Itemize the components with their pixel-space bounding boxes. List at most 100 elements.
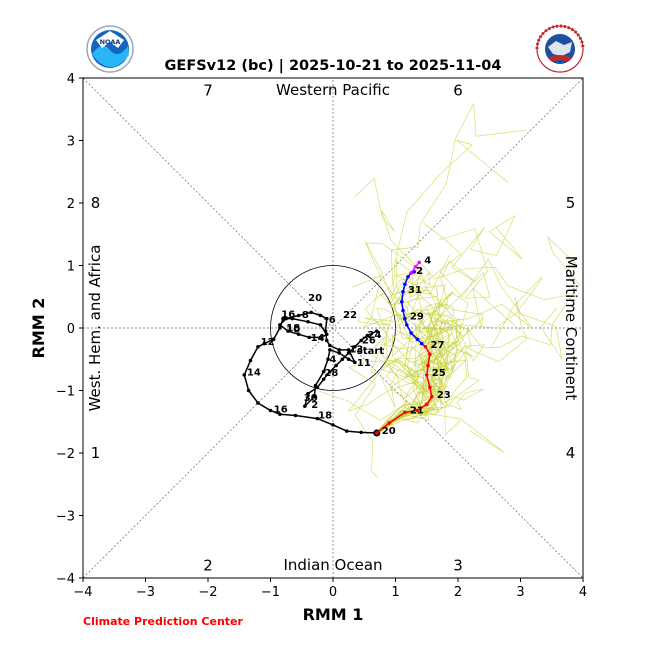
forecast-day-label: 27	[431, 340, 445, 351]
forecast-week1-line-point	[423, 344, 428, 349]
ensemble-member-line	[376, 334, 505, 453]
observed-point	[318, 313, 323, 318]
x-tick-label: −3	[136, 585, 155, 600]
observed-point	[296, 313, 301, 318]
chart-title: GEFSv12 (bc) | 2025-10-21 to 2025-11-04	[165, 58, 502, 74]
forecast-week2-line-point	[419, 341, 424, 346]
observed-point	[309, 310, 313, 315]
x-tick-label: −1	[261, 585, 280, 600]
observed-point	[271, 337, 276, 342]
observed-point	[256, 344, 260, 349]
y-tick-label: −3	[56, 510, 75, 525]
observed-point	[323, 329, 328, 333]
forecast-day-label: 2	[416, 266, 423, 277]
forecast-week2-line-point	[415, 337, 420, 342]
observed-day-label: 11	[357, 358, 371, 369]
forecast-week1-line-point	[428, 352, 432, 357]
ensemble-member-line	[376, 228, 490, 434]
observed-day-label: 24	[368, 330, 382, 341]
ensemble-members	[317, 102, 580, 478]
observed-point	[328, 348, 332, 352]
x-tick-label: 4	[579, 585, 587, 600]
observed-point	[315, 416, 320, 421]
phase-number-3: 3	[453, 557, 463, 575]
observed-point	[303, 404, 307, 408]
observed-day-label: 8	[302, 310, 309, 321]
observed-day-label: 12	[261, 337, 275, 348]
observed-point	[293, 413, 298, 418]
phase-number-5: 5	[566, 194, 576, 212]
observed-point	[281, 316, 285, 321]
observed-point	[312, 394, 317, 399]
observed-point	[248, 358, 253, 363]
observed-point	[353, 360, 357, 365]
forecast-day-label: 4	[424, 255, 431, 266]
forecast-week1-line-point	[415, 408, 420, 413]
credit-text: Climate Prediction Center	[83, 615, 243, 628]
forecast-week2-line-point	[403, 282, 407, 287]
y-tick-label: 1	[67, 260, 75, 275]
ensemble-member-line	[377, 317, 484, 432]
observed-point	[340, 357, 345, 362]
observed-point	[359, 430, 363, 435]
forecast-day-label: 23	[437, 390, 451, 401]
y-tick-label: 2	[67, 197, 75, 212]
observed-point	[374, 329, 379, 333]
observed-point	[290, 316, 295, 321]
observed-point	[326, 357, 330, 362]
observed-day-label: 26	[362, 336, 376, 347]
forecast-week1-line-point	[374, 431, 379, 435]
observed-point	[268, 408, 273, 413]
observed-point	[313, 383, 318, 388]
forecast-day-label: 29	[410, 312, 424, 323]
y-tick-label: 3	[67, 135, 75, 150]
phase-number-8: 8	[91, 194, 101, 212]
phase-number-2: 2	[203, 557, 213, 575]
observed-point	[286, 329, 290, 333]
observed-day-label: 20	[308, 293, 322, 304]
observed-day-label: 16	[281, 309, 295, 320]
x-tick-label: −4	[73, 585, 92, 600]
ensemble-member-line	[365, 102, 527, 433]
ensemble-member-line	[376, 276, 543, 435]
forecast-week1-line-point	[428, 385, 432, 390]
observed-day-label: 4	[329, 354, 336, 365]
observed-point	[278, 412, 282, 417]
forecast-track: 20 21 23 25 27 29 31 24	[374, 255, 451, 437]
observed-point	[307, 335, 312, 340]
y-axis-ticks: −4 −3 −2 −1 0 1 2 3 4	[56, 72, 83, 587]
observed-point	[321, 377, 326, 382]
forecast-week2-line-point	[406, 274, 410, 279]
observed-day-label: 2	[311, 400, 318, 411]
observed-point	[346, 357, 351, 362]
x-axis-label: RMM 1	[303, 605, 364, 624]
observed-point	[328, 343, 332, 348]
observed-point	[359, 338, 363, 343]
observed-day-label: 10	[286, 324, 300, 335]
forecast-week1-line-point	[424, 402, 429, 407]
observed-point	[246, 388, 251, 393]
y-tick-label: −2	[56, 447, 75, 462]
nws-logo-icon	[535, 24, 585, 73]
forecast-week1-line-point	[424, 373, 429, 377]
observed-day-label: 16	[274, 404, 288, 415]
x-axis-ticks: −4 −3 −2 −1 0 1 2 3 4	[73, 578, 587, 600]
ensemble-member-line	[377, 236, 580, 435]
forecast-week2-line-point	[409, 331, 413, 335]
amplitude-unit-circle	[270, 265, 396, 391]
observed-point	[306, 319, 310, 324]
ensemble-member-line	[357, 293, 441, 435]
phase-number-6: 6	[453, 82, 463, 100]
observed-point	[278, 326, 282, 330]
observed-point	[337, 351, 342, 355]
y-axis-label: RMM 2	[29, 298, 48, 359]
observed-point	[324, 332, 329, 337]
observed-day-label: 13	[349, 344, 363, 355]
phase-number-7: 7	[203, 82, 213, 100]
observed-point	[324, 316, 329, 321]
ensemble-member-line	[347, 310, 464, 433]
phase-number-1: 1	[91, 444, 101, 462]
